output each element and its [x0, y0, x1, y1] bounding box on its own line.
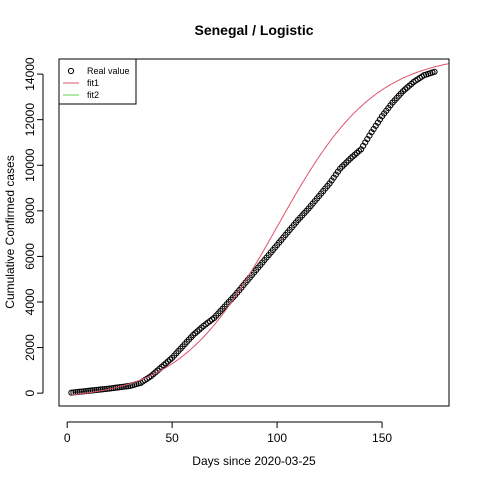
plot-area: [68, 63, 449, 396]
y-tick-label: 0: [23, 389, 37, 396]
legend-label-fit2: fit2: [87, 90, 99, 100]
data-point: [431, 68, 438, 75]
data-point: [124, 383, 132, 390]
data-point: [122, 383, 130, 390]
y-tick-label: 14000: [23, 57, 37, 91]
x-axis: 0 50 100 150: [64, 421, 392, 445]
x-axis-label: Days since 2020-03-25: [192, 454, 316, 468]
data-point: [95, 386, 102, 393]
data-point: [91, 387, 98, 394]
fit1-line: [71, 63, 449, 396]
legend: Real value fit1 fit2: [58, 58, 137, 105]
legend-label-real-value: Real value: [87, 66, 130, 76]
data-point: [87, 387, 94, 394]
data-point: [93, 386, 100, 394]
x-tick-label: 50: [165, 431, 179, 445]
y-tick-label: 4000: [23, 288, 37, 315]
y-tick-label: 12000: [23, 103, 37, 137]
data-point: [89, 387, 96, 394]
y-axis: 0 2000 4000 6000 8000 10000 12000 14000: [23, 57, 44, 396]
data-point: [99, 386, 106, 393]
data-point: [82, 388, 90, 395]
legend-label-fit1: fit1: [87, 78, 99, 88]
data-point: [85, 387, 92, 394]
data-point: [112, 384, 119, 391]
data-point: [68, 389, 75, 396]
y-tick-label: 2000: [23, 334, 37, 361]
y-tick-label: 10000: [23, 148, 37, 182]
x-tick-label: 100: [267, 431, 287, 445]
plot-frame: [58, 58, 450, 407]
data-point: [97, 386, 104, 393]
legend-box: [58, 58, 137, 105]
x-tick-label: 150: [372, 431, 392, 445]
chart-title: Senegal / Logistic: [194, 22, 313, 38]
y-tick-label: 8000: [23, 197, 37, 224]
y-tick-label: 6000: [23, 243, 37, 270]
y-axis-label: Cumulative Confirmed cases: [3, 155, 17, 308]
x-tick-label: 0: [64, 431, 71, 445]
legend-marker-real-value: [67, 67, 75, 75]
